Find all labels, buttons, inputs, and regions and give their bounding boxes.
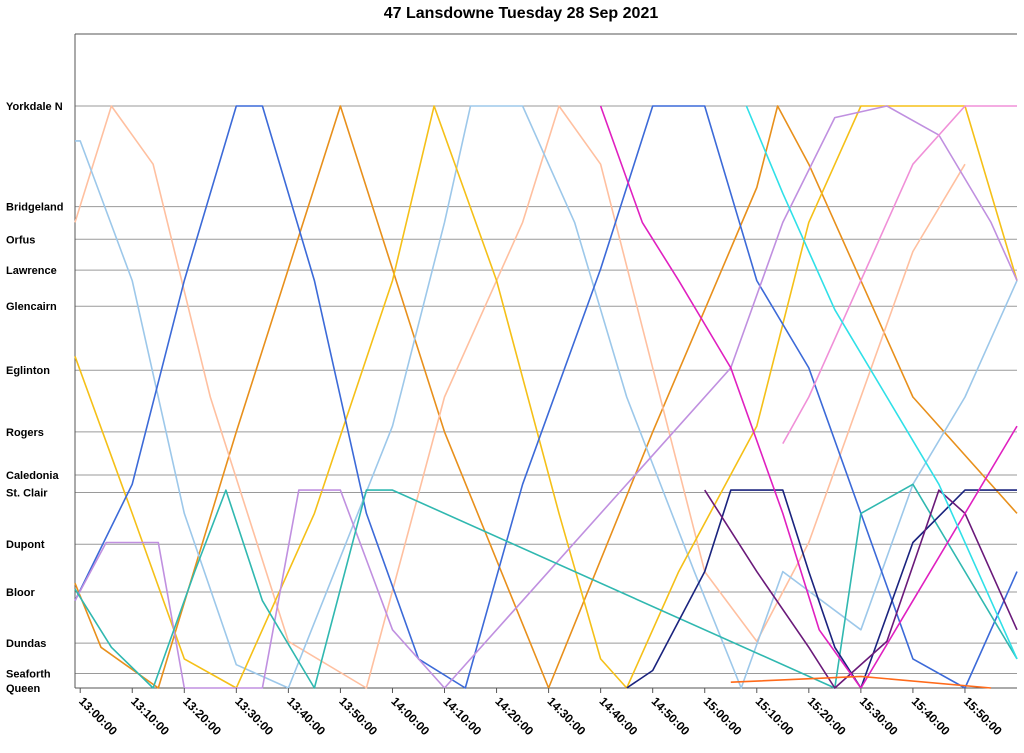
stop-label: Rogers [6, 427, 44, 439]
x-tick-label: 15:00:00 [701, 694, 745, 738]
stop-label: Lawrence [6, 265, 57, 277]
x-tick-label: 14:30:00 [544, 694, 588, 738]
stop-label: St. Clair [6, 487, 48, 499]
series-line-6 [74, 483, 1018, 689]
gridlines [75, 105, 1017, 689]
series-line-8 [704, 489, 1018, 689]
series-line-10 [782, 105, 1017, 444]
x-tick-label: 15:40:00 [909, 694, 953, 738]
x-tick-label: 14:10:00 [440, 694, 484, 738]
stop-label: Eglinton [6, 365, 50, 377]
stop-label: Caledonia [6, 470, 59, 482]
stop-label: Orfus [6, 234, 35, 246]
series-line-11 [745, 105, 1018, 660]
series-line-0 [74, 105, 1018, 689]
x-tick-label: 13:40:00 [284, 694, 328, 738]
x-tick-label: 15:10:00 [753, 694, 797, 738]
series-line-5 [74, 105, 1018, 689]
x-tick-label: 13:20:00 [180, 694, 224, 738]
stop-label: Bloor [6, 587, 35, 599]
x-tick-label: 13:50:00 [336, 694, 380, 738]
series-line-3 [74, 105, 1018, 689]
x-tick-label: 15:50:00 [961, 694, 1005, 738]
series-line-12 [730, 675, 992, 689]
time-tick-labels: 13:00:00 13:10:00 13:20:00 13:30:00 13:40:00… [76, 688, 1005, 738]
stop-label: Glencairn [6, 301, 57, 313]
series-line-2 [75, 105, 1018, 689]
stop-label: Yorkdale N [6, 101, 63, 113]
series-line-4 [74, 105, 1018, 689]
series-line-1 [74, 105, 966, 689]
x-tick-label: 13:10:00 [128, 694, 172, 738]
x-tick-label: 14:20:00 [492, 694, 536, 738]
stop-label: Queen [6, 683, 41, 695]
stop-label: Bridgeland [6, 202, 63, 214]
chart-title: 47 Lansdowne Tuesday 28 Sep 2021 [384, 5, 659, 22]
x-tick-label: 13:30:00 [232, 694, 276, 738]
stop-label: Dupont [6, 539, 45, 551]
series-line-9 [599, 105, 1018, 689]
x-tick-label: 13:00:00 [76, 694, 120, 738]
stop-label: Dundas [6, 638, 46, 650]
series-line-7 [626, 489, 1017, 689]
x-tick-label: 14:50:00 [649, 694, 693, 738]
x-tick-label: 14:00:00 [388, 694, 432, 738]
series-lines [74, 105, 1018, 689]
stop-labels: Yorkdale N Bridgeland Orfus Lawrence Glencai… [6, 101, 63, 695]
stop-label: Seaforth [6, 668, 51, 680]
x-tick-label: 15:20:00 [805, 694, 849, 738]
x-tick-label: 14:40:00 [597, 694, 641, 738]
x-tick-label: 15:30:00 [857, 694, 901, 738]
